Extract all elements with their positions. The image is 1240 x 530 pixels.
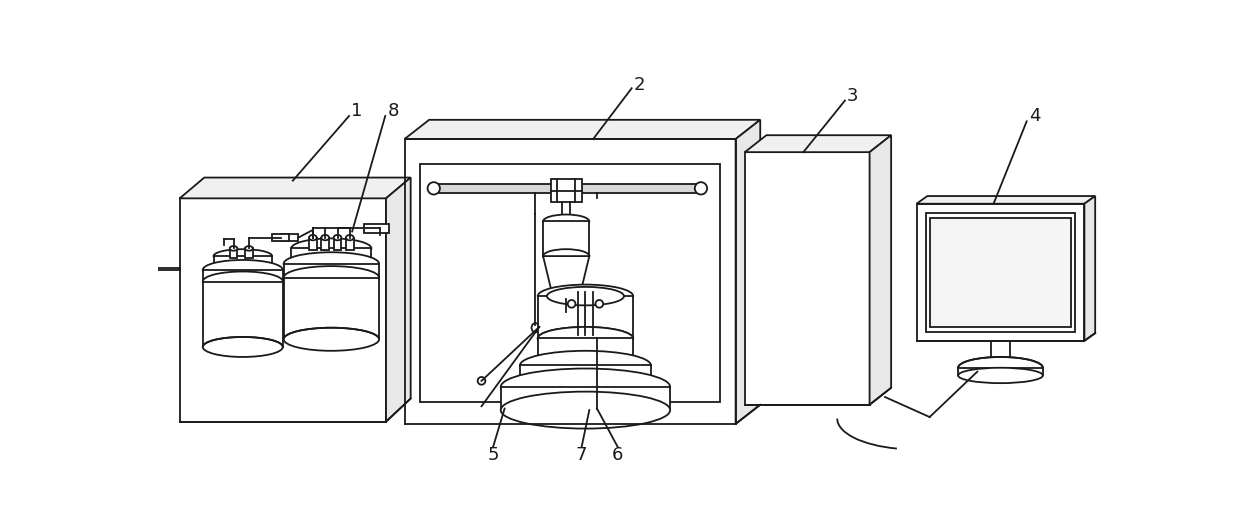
- Ellipse shape: [213, 263, 272, 277]
- Bar: [420, 164, 720, 402]
- Bar: [281, 234, 299, 242]
- Text: 4: 4: [1029, 107, 1040, 125]
- Bar: [930, 218, 1070, 327]
- Bar: [321, 237, 329, 250]
- Ellipse shape: [694, 182, 707, 195]
- Polygon shape: [386, 178, 410, 422]
- Bar: [365, 224, 389, 233]
- Ellipse shape: [291, 238, 372, 259]
- Bar: [434, 184, 701, 193]
- Ellipse shape: [291, 254, 372, 274]
- Bar: [203, 281, 283, 347]
- Ellipse shape: [959, 357, 1043, 378]
- Bar: [520, 366, 651, 387]
- Bar: [180, 198, 386, 422]
- Polygon shape: [916, 196, 1095, 204]
- Ellipse shape: [246, 246, 253, 251]
- Text: 5: 5: [487, 446, 498, 464]
- Bar: [501, 387, 670, 410]
- Ellipse shape: [284, 252, 379, 276]
- Ellipse shape: [552, 290, 580, 299]
- Ellipse shape: [520, 351, 651, 380]
- Ellipse shape: [959, 368, 1043, 383]
- Bar: [291, 249, 372, 264]
- Bar: [346, 237, 353, 250]
- Polygon shape: [543, 256, 589, 295]
- Ellipse shape: [577, 332, 595, 338]
- Polygon shape: [869, 135, 892, 405]
- Bar: [213, 256, 272, 270]
- Ellipse shape: [538, 354, 634, 377]
- Bar: [959, 368, 1043, 375]
- Text: 8: 8: [387, 102, 398, 120]
- Bar: [284, 264, 379, 278]
- Polygon shape: [1085, 196, 1095, 341]
- Bar: [246, 249, 253, 258]
- Bar: [991, 341, 1009, 368]
- Bar: [538, 296, 634, 339]
- Bar: [203, 270, 283, 281]
- Polygon shape: [180, 178, 410, 198]
- Polygon shape: [745, 135, 892, 152]
- Ellipse shape: [334, 235, 341, 240]
- Text: 7: 7: [575, 446, 588, 464]
- Bar: [334, 237, 341, 250]
- Bar: [916, 204, 1085, 341]
- Ellipse shape: [203, 260, 283, 280]
- Text: 3: 3: [847, 87, 858, 105]
- Ellipse shape: [501, 368, 670, 405]
- Ellipse shape: [538, 285, 634, 308]
- Ellipse shape: [532, 323, 539, 332]
- Bar: [745, 152, 869, 405]
- Bar: [272, 234, 289, 242]
- Bar: [926, 213, 1075, 332]
- Bar: [284, 278, 379, 339]
- Ellipse shape: [538, 327, 634, 350]
- Polygon shape: [404, 120, 760, 139]
- Ellipse shape: [538, 327, 634, 350]
- Ellipse shape: [595, 300, 603, 308]
- Ellipse shape: [501, 392, 670, 429]
- Bar: [543, 222, 589, 256]
- Ellipse shape: [284, 328, 379, 351]
- Ellipse shape: [563, 309, 570, 320]
- Bar: [538, 339, 634, 366]
- Ellipse shape: [547, 287, 624, 305]
- Ellipse shape: [203, 271, 283, 292]
- Ellipse shape: [543, 249, 589, 263]
- Text: 6: 6: [613, 446, 624, 464]
- Bar: [309, 237, 316, 250]
- Ellipse shape: [213, 249, 272, 263]
- Bar: [551, 179, 582, 202]
- Ellipse shape: [284, 266, 379, 289]
- Ellipse shape: [520, 373, 651, 402]
- Ellipse shape: [309, 235, 316, 240]
- Text: 1: 1: [351, 102, 362, 120]
- Text: 2: 2: [634, 76, 645, 94]
- Ellipse shape: [428, 182, 440, 195]
- Ellipse shape: [203, 337, 283, 357]
- Polygon shape: [735, 120, 760, 424]
- Ellipse shape: [477, 377, 485, 385]
- Ellipse shape: [543, 215, 589, 228]
- Ellipse shape: [568, 300, 575, 308]
- Ellipse shape: [229, 246, 237, 251]
- Ellipse shape: [346, 235, 353, 240]
- Ellipse shape: [321, 235, 329, 240]
- Bar: [229, 249, 237, 258]
